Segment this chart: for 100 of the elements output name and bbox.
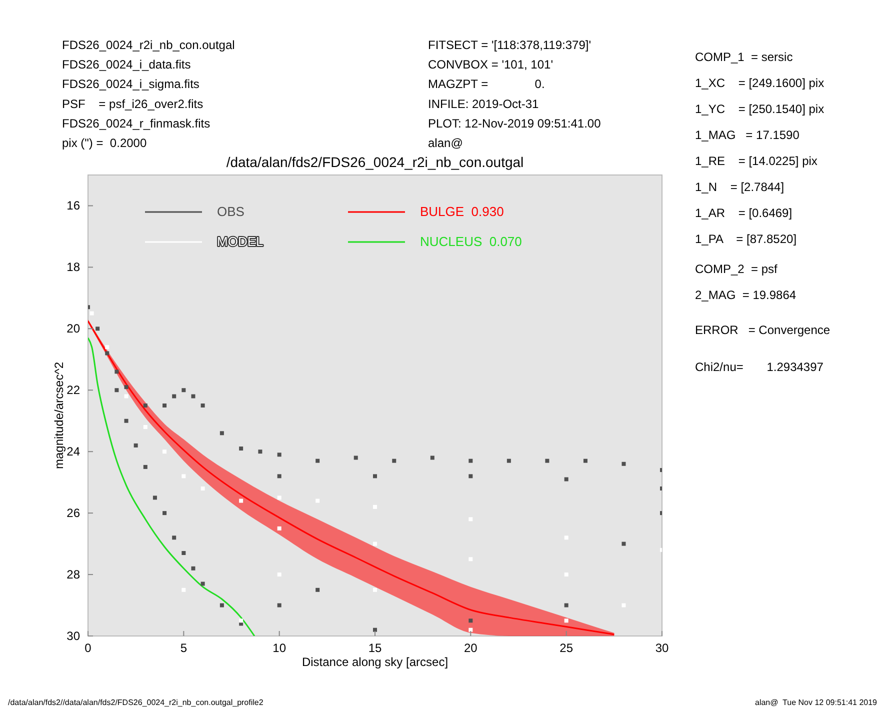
- point: [468, 618, 473, 623]
- text: 2_MAG = 19.9864: [695, 288, 796, 302]
- point: [191, 566, 196, 570]
- y-tick-label: 30: [66, 629, 80, 643]
- point: [96, 326, 100, 331]
- text: PLOT: 12-Nov-2019 09:51:41.00: [428, 116, 602, 130]
- y-tick-label: 26: [66, 506, 80, 520]
- text: PSF = psf_i26_over2.fits: [62, 96, 204, 111]
- text: ERROR = Convergence: [695, 323, 830, 337]
- y-tick-label: 20: [66, 322, 80, 336]
- x-tick-label: 0: [84, 641, 92, 655]
- point: [162, 511, 167, 516]
- text: Chi2/nu= 1.2934397: [695, 360, 824, 374]
- point: [162, 450, 167, 454]
- point: [564, 536, 568, 540]
- point: [277, 496, 282, 500]
- point: [468, 517, 473, 522]
- text: 1_N = [2.7844]: [695, 180, 784, 194]
- point: [143, 464, 148, 469]
- point: [220, 603, 224, 608]
- text: /data/alan/fds2//data/alan/fds2/FDS26_0024_r2i_nb_con.outgal_profile2: [8, 698, 264, 707]
- point: [622, 542, 626, 546]
- point: [277, 526, 282, 530]
- point: [277, 474, 282, 478]
- legend-label: OBS: [217, 204, 245, 219]
- point: [90, 311, 94, 316]
- text: pix (") = 0.2000: [62, 136, 147, 150]
- point: [316, 458, 320, 463]
- chart-title: /data/alan/fds2/FDS26_0024_r2i_nb_con.outgal: [226, 154, 524, 170]
- text: 1_XC = [249.1600] pix: [695, 76, 824, 90]
- legend-label: MODEL: [217, 234, 264, 249]
- point: [258, 450, 262, 454]
- text: alan@: [428, 136, 463, 150]
- x-tick-label: 20: [464, 641, 478, 655]
- point: [114, 370, 119, 374]
- point: [200, 404, 205, 408]
- y-tick-label: 22: [66, 383, 80, 398]
- text: FDS26_0024_i_data.fits: [62, 58, 191, 72]
- point: [143, 404, 148, 408]
- point: [373, 474, 377, 478]
- point: [200, 486, 205, 490]
- y-tick-label: 28: [66, 568, 80, 582]
- legend-label: BULGE 0.930: [420, 204, 504, 219]
- text: MAGZPT = 0.: [428, 77, 545, 92]
- x-tick-label: 30: [655, 641, 669, 655]
- point: [564, 618, 568, 623]
- point: [545, 458, 550, 463]
- point: [430, 456, 434, 460]
- text: FDS26_0024_r2i_nb_con.outgal: [62, 38, 235, 52]
- text: 1_MAG = 17.1590: [695, 128, 800, 142]
- point: [468, 474, 473, 478]
- point: [622, 462, 626, 466]
- text: FDS26_0024_r_finmask.fits: [62, 116, 210, 130]
- line-series: [88, 337, 256, 636]
- point: [124, 394, 128, 398]
- point: [468, 628, 473, 632]
- text: CONVBOX = '101, 101': [428, 58, 553, 72]
- x-axis-title: Distance along sky [arcsec]: [302, 655, 448, 669]
- point: [564, 477, 568, 482]
- point: [220, 431, 224, 436]
- y-tick-label: 24: [66, 444, 80, 459]
- point: [134, 443, 138, 448]
- point: [564, 603, 568, 608]
- x-tick-label: 5: [180, 641, 188, 655]
- point: [114, 388, 119, 392]
- point: [182, 551, 186, 556]
- point: [373, 542, 377, 546]
- text: 1_YC = [250.1540] pix: [695, 102, 824, 116]
- point: [172, 394, 176, 398]
- point: [277, 572, 282, 577]
- point: [373, 628, 377, 632]
- text: 1_AR = [0.6469]: [695, 206, 792, 220]
- x-tick-label: 10: [272, 641, 286, 655]
- y-axis-title: magnitude/arcsec^2: [52, 362, 66, 470]
- point: [468, 458, 473, 463]
- point: [143, 425, 148, 430]
- point: [182, 474, 186, 478]
- text: 1_RE = [14.0225] pix: [695, 154, 818, 168]
- y-tick-label: 18: [66, 260, 80, 274]
- x-tick-label: 15: [368, 641, 382, 655]
- point: [564, 572, 568, 577]
- x-tick-label: 25: [560, 641, 574, 655]
- point: [162, 404, 167, 408]
- text: FDS26_0024_i_sigma.fits: [62, 77, 200, 92]
- point: [152, 496, 157, 500]
- point: [124, 385, 128, 390]
- point: [354, 456, 358, 460]
- point: [239, 498, 244, 503]
- point: [622, 603, 626, 608]
- point: [182, 388, 186, 392]
- point: [105, 351, 110, 356]
- point: [172, 536, 176, 540]
- point: [239, 618, 244, 623]
- text: INFILE: 2019-Oct-31: [428, 96, 540, 111]
- point: [316, 588, 320, 592]
- text: COMP_2 = psf: [695, 262, 778, 276]
- legend-label: NUCLEUS 0.070: [420, 234, 522, 249]
- point: [277, 452, 282, 457]
- point: [239, 446, 244, 451]
- point: [277, 603, 282, 608]
